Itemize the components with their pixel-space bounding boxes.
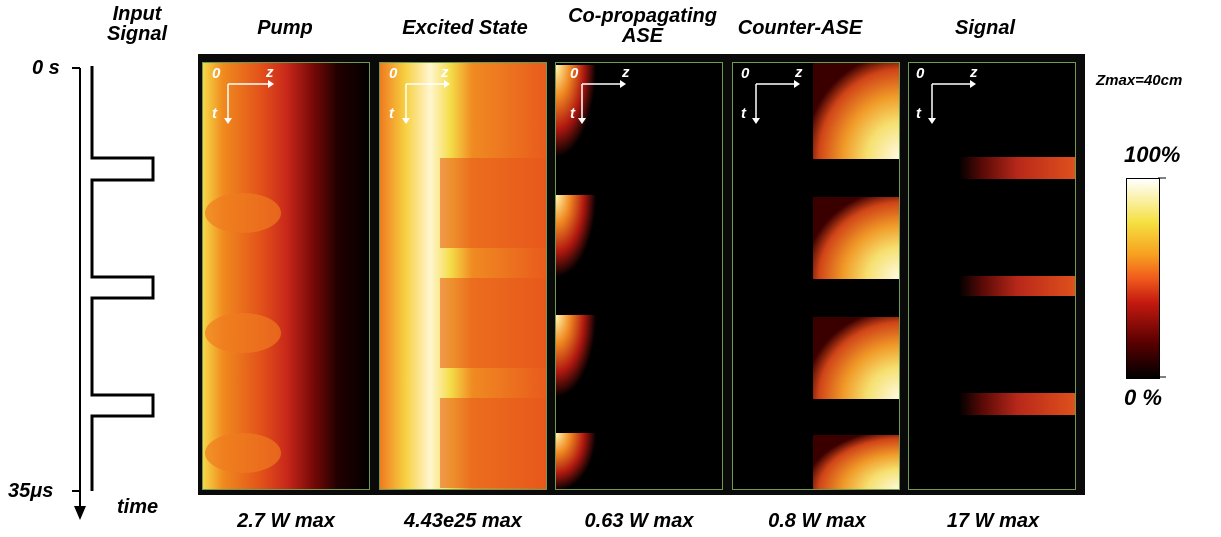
- axis-t-5: t: [916, 105, 921, 122]
- max-label-counter-ase: 0.8 W max: [768, 510, 866, 532]
- heatmap-co-ase: [555, 62, 723, 490]
- panel-title-co-ase-line2: ASE: [621, 25, 664, 47]
- heatmap-counter-ase-image: [733, 63, 899, 489]
- input-signal-title-line1: Input: [112, 3, 162, 25]
- time-end-label: 35μs: [8, 480, 54, 502]
- axis-z-3: z: [622, 64, 630, 81]
- axis-t-1: t: [212, 105, 217, 122]
- input-signal-waveform: [72, 66, 155, 520]
- max-label-excited-state: 4.43e25 max: [404, 510, 522, 532]
- max-label-signal: 17 W max: [946, 510, 1040, 532]
- max-label-pump: 2.7 W max: [237, 510, 335, 532]
- panel-title-signal: Signal: [954, 17, 1015, 39]
- axis-z-5: z: [970, 64, 978, 81]
- panel-title-co-ase-line1: Co-propagating: [568, 5, 717, 27]
- heatmap-co-ase-image: [556, 63, 722, 489]
- colorbar-min-label: 0 %: [1124, 385, 1162, 410]
- axis-z-2: z: [441, 64, 449, 81]
- axis-z-4: z: [795, 64, 803, 81]
- axis-t-2: t: [389, 105, 394, 122]
- axis-origin-3: 0: [570, 65, 579, 82]
- heatmap-signal-image: [909, 63, 1075, 489]
- axis-origin-2: 0: [389, 65, 398, 82]
- heatmap-counter-ase: [732, 62, 900, 490]
- colorbar-max-label: 100%: [1124, 142, 1181, 167]
- axis-origin-5: 0: [916, 65, 925, 82]
- panel-title-counter-ase: Counter-ASE: [737, 17, 863, 39]
- time-start-label: 0 s: [32, 57, 60, 79]
- axis-t-3: t: [570, 105, 575, 122]
- input-signal-title-line2: Signal: [106, 23, 167, 45]
- max-label-co-ase: 0.63 W max: [584, 510, 694, 532]
- heatmap-pump: [202, 62, 370, 490]
- axis-origin-4: 0: [741, 65, 750, 82]
- colorbar: [1126, 178, 1160, 379]
- axis-t-4: t: [741, 105, 746, 122]
- axis-origin-1: 0: [212, 65, 221, 82]
- panel-title-co-ase: Co-propagating ASE: [550, 6, 735, 46]
- zmax-label: Zmax=40cm: [1096, 72, 1183, 89]
- heatmap-pump-image: [203, 63, 369, 489]
- heatmap-excited-state: [379, 62, 547, 490]
- heatmap-excited-state-image: [380, 63, 546, 489]
- axis-z-1: z: [266, 64, 274, 81]
- input-signal-title: Input Signal: [92, 4, 182, 44]
- panel-title-excited-state: Excited State: [402, 17, 528, 39]
- heatmap-signal: [908, 62, 1076, 490]
- panel-title-pump: Pump: [257, 17, 313, 39]
- time-axis-label: time: [117, 496, 159, 518]
